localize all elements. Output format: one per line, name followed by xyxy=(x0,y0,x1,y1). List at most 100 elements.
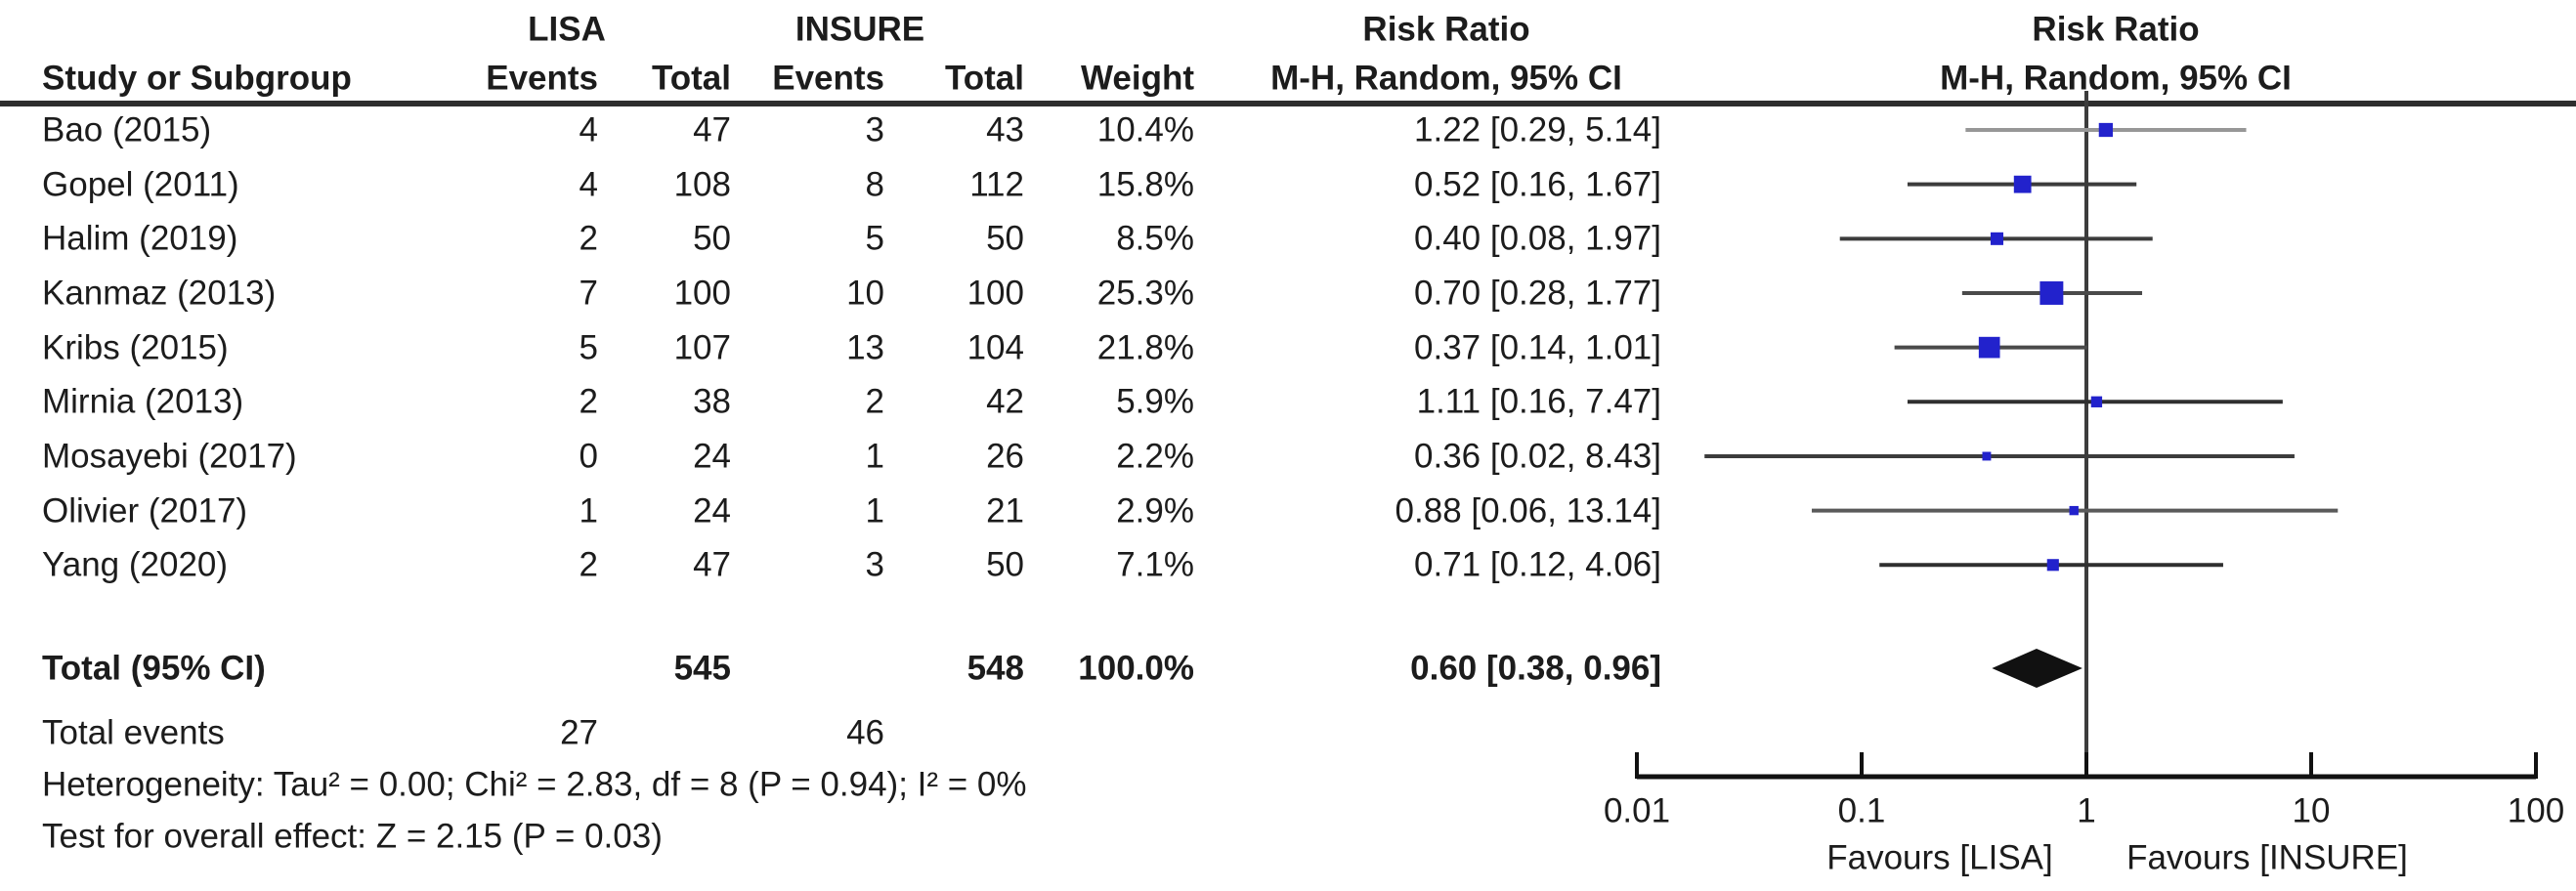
group1-total: 47 xyxy=(693,545,731,584)
effect-column-title: Risk Ratio xyxy=(1362,10,1530,49)
study-name: Halim (2019) xyxy=(42,219,238,258)
group1-events: 1 xyxy=(579,491,598,530)
axis-tick-label: 10 xyxy=(2292,791,2331,830)
study-name: Olivier (2017) xyxy=(42,491,248,530)
study-weight: 25.3% xyxy=(1096,274,1194,313)
group1-events: 4 xyxy=(579,110,598,149)
group1-total: 108 xyxy=(673,165,731,204)
group1-total: 107 xyxy=(673,328,731,367)
study-effect-estimate: 1.11 [0.16, 7.47] xyxy=(1416,382,1661,421)
total-events-group1: 27 xyxy=(560,713,598,752)
group2-total: 43 xyxy=(986,110,1024,149)
study-effect-estimate: 0.36 [0.02, 8.43] xyxy=(1414,437,1661,476)
weight-column-header: Weight xyxy=(1080,59,1194,98)
header-underline xyxy=(0,101,2576,106)
study-effect-estimate: 0.70 [0.28, 1.77] xyxy=(1414,274,1661,313)
study-effect-estimate: 0.37 [0.14, 1.01] xyxy=(1414,328,1661,367)
group2-total: 112 xyxy=(969,165,1024,204)
study-column-header: Study or Subgroup xyxy=(42,59,352,98)
study-weight: 15.8% xyxy=(1096,165,1194,204)
group2-total: 104 xyxy=(966,328,1024,367)
total-group2-n: 548 xyxy=(966,649,1024,688)
study-weight: 10.4% xyxy=(1096,110,1194,149)
group2-events: 1 xyxy=(865,437,884,476)
group1-events: 4 xyxy=(579,165,598,204)
group1-events: 5 xyxy=(579,328,598,367)
study-name: Mosayebi (2017) xyxy=(42,437,297,476)
study-name: Kanmaz (2013) xyxy=(42,274,277,313)
group1-total: 38 xyxy=(693,382,731,421)
study-weight: 21.8% xyxy=(1096,328,1194,367)
group2-total: 21 xyxy=(986,491,1024,530)
axis-tick-label: 0.01 xyxy=(1603,791,1671,830)
total-group1-n: 545 xyxy=(673,649,731,688)
group1-events: 2 xyxy=(579,545,598,584)
study-effect-estimate: 0.88 [0.06, 13.14] xyxy=(1395,491,1661,530)
study-effect-estimate: 0.71 [0.12, 4.06] xyxy=(1414,545,1661,584)
study-weight: 2.9% xyxy=(1116,491,1194,530)
effect-marker xyxy=(1990,232,2003,245)
group1-events: 0 xyxy=(579,437,598,476)
group1-total: 24 xyxy=(693,491,731,530)
study-weight: 8.5% xyxy=(1116,219,1194,258)
group1-header: LISA xyxy=(528,10,606,49)
total-weight: 100.0% xyxy=(1078,649,1194,688)
group2-events: 10 xyxy=(846,274,884,313)
total-row-label: Total (95% CI) xyxy=(42,649,266,688)
total-events-label: Total events xyxy=(42,713,225,752)
plot-column-subheader: M-H, Random, 95% CI xyxy=(1940,59,2292,98)
study-name: Gopel (2011) xyxy=(42,165,239,204)
group1-total: 24 xyxy=(693,437,731,476)
study-name: Kribs (2015) xyxy=(42,328,229,367)
study-weight: 2.2% xyxy=(1116,437,1194,476)
group1-events: 2 xyxy=(579,219,598,258)
group2-total: 50 xyxy=(986,545,1024,584)
group1-events: 2 xyxy=(579,382,598,421)
group2-events: 13 xyxy=(846,328,884,367)
favours-right-label: Favours [INSURE] xyxy=(2126,838,2408,877)
effect-marker xyxy=(2039,281,2064,305)
group1-total-column-header: Total xyxy=(651,59,731,98)
favours-left-label: Favours [LISA] xyxy=(1826,838,2053,877)
group2-events: 3 xyxy=(865,545,884,584)
group2-total: 42 xyxy=(986,382,1024,421)
heterogeneity-stats: Heterogeneity: Tau² = 0.00; Chi² = 2.83,… xyxy=(42,765,1027,804)
pooled-diamond xyxy=(1992,649,2082,688)
group2-header: INSURE xyxy=(794,10,925,49)
group2-events: 3 xyxy=(865,110,884,149)
study-weight: 7.1% xyxy=(1116,545,1194,584)
total-events-group2: 46 xyxy=(846,713,884,752)
group1-total: 50 xyxy=(693,219,731,258)
effect-marker xyxy=(2090,396,2103,407)
axis-tick-label: 0.1 xyxy=(1837,791,1886,830)
study-effect-estimate: 1.22 [0.29, 5.14] xyxy=(1414,110,1661,149)
group2-events: 5 xyxy=(865,219,884,258)
effect-marker xyxy=(2069,505,2079,516)
group2-total: 26 xyxy=(986,437,1024,476)
study-name: Mirnia (2013) xyxy=(42,382,244,421)
overall-effect-stats: Test for overall effect: Z = 2.15 (P = 0… xyxy=(42,817,663,856)
group1-events-column-header: Events xyxy=(486,59,598,98)
effect-marker xyxy=(1978,336,2000,359)
study-name: Bao (2015) xyxy=(42,110,212,149)
study-effect-estimate: 0.52 [0.16, 1.67] xyxy=(1414,165,1661,204)
group2-total-column-header: Total xyxy=(944,59,1024,98)
effect-marker xyxy=(2013,175,2032,193)
group2-events: 2 xyxy=(865,382,884,421)
axis-tick-label: 1 xyxy=(2077,791,2096,830)
group2-total: 50 xyxy=(986,219,1024,258)
group1-total: 47 xyxy=(693,110,731,149)
total-effect-estimate: 0.60 [0.38, 0.96] xyxy=(1410,649,1661,688)
plot-column-title: Risk Ratio xyxy=(2032,10,2200,49)
group1-total: 100 xyxy=(673,274,731,313)
effect-column-subheader: M-H, Random, 95% CI xyxy=(1270,59,1622,98)
group2-events: 8 xyxy=(865,165,884,204)
effect-marker xyxy=(1982,451,1992,461)
group2-total: 100 xyxy=(966,274,1024,313)
study-weight: 5.9% xyxy=(1116,382,1194,421)
group2-events-column-header: Events xyxy=(772,59,884,98)
group2-events: 1 xyxy=(865,491,884,530)
effect-marker xyxy=(2046,559,2059,572)
